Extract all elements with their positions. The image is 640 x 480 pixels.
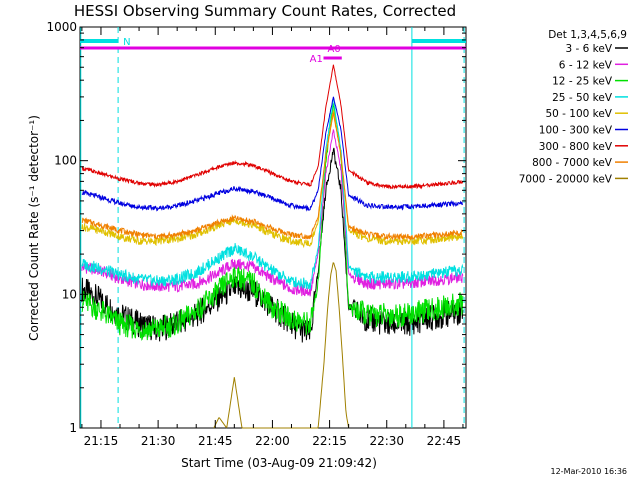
x-tick-label: 22:45 [427,434,462,448]
x-tick-label: 22:15 [312,434,347,448]
x-tick-label: 21:15 [84,434,119,448]
axis-ticks: 21:15 21:30 21:45 22:00 22:15 22:30 22:45 1 10 10… [46,20,466,448]
x-tick-label: 22:00 [255,434,290,448]
x-axis-label: Start Time (03-Aug-09 21:09:42) [181,456,377,470]
x-tick-label: 21:45 [198,434,233,448]
x-tick-label: 21:30 [141,434,176,448]
legend-entry-label: 25 - 50 keV [552,92,613,104]
band-label: N [123,37,130,48]
series-line [81,109,464,249]
chart-title: HESSI Observing Summary Count Rates, Cor… [74,2,456,20]
legend-entry-label: 7000 - 20000 keV [519,173,613,185]
series-line [213,262,350,429]
legend-entry-label: 6 - 12 keV [559,59,613,71]
band-label: A0 [328,44,341,55]
timestamp-footer: 12-Mar-2010 16:36 [551,467,628,476]
legend-entry-label: 50 - 100 keV [545,108,612,120]
y-axis-label: Corrected Count Rate (s⁻¹ detector⁻¹) [27,115,41,341]
plot-area: N A0 A1 21:15 21:30 21:45 22:00 22:15 22:30 22:4… [46,20,467,448]
band-label: A1 [310,54,323,65]
legend-entry-label: 3 - 6 keV [565,43,612,55]
y-tick-label: 10 [62,287,77,301]
legend-entry-label: 800 - 7000 keV [532,157,613,169]
series-line [81,112,464,241]
series-line [81,64,464,190]
series-line [81,129,464,297]
legend-entry-label: 12 - 25 keV [552,76,613,88]
legend-entry-label: 100 - 300 keV [539,125,613,137]
series-line [81,103,464,341]
x-tick-label: 22:30 [369,434,404,448]
legend-title: Det 1,3,4,5,6,9 [548,29,627,41]
band-markers: N A0 A1 [80,27,466,428]
series-line [81,97,464,290]
y-tick-label: 1 [69,421,77,435]
series-line [81,96,463,212]
series-lines [81,64,464,429]
legend: Det 1,3,4,5,6,9 3 - 6 keV 6 - 12 keV 12 - … [519,29,628,185]
y-tick-label: 100 [54,154,77,168]
legend-entry-label: 300 - 800 keV [539,141,613,153]
y-tick-label: 1000 [46,20,77,34]
